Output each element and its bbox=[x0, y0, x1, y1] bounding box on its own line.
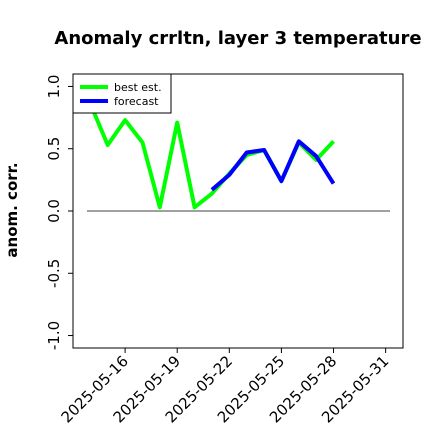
y-tick-label: -0.5 bbox=[45, 259, 63, 288]
legend-label-forecast: forecast bbox=[114, 95, 159, 108]
y-axis-label: anom. corr. bbox=[3, 162, 21, 257]
series-line-best-est bbox=[88, 103, 335, 210]
y-tick-label: 0.5 bbox=[45, 137, 63, 161]
y-tick-label: -1.0 bbox=[45, 321, 63, 350]
series-line-forecast bbox=[210, 139, 336, 192]
legend: best est. forecast bbox=[72, 73, 172, 114]
legend-box bbox=[72, 73, 172, 114]
chart-title: Anomaly crrltn, layer 3 temperature bbox=[54, 28, 421, 49]
axes-group: -1.0-0.50.00.51.02025-05-162025-05-19202… bbox=[45, 75, 392, 427]
series-group bbox=[88, 103, 336, 210]
y-tick-label: 0.0 bbox=[45, 199, 63, 223]
y-tick-label: 1.0 bbox=[45, 75, 63, 99]
legend-label-best-est: best est. bbox=[114, 81, 162, 94]
